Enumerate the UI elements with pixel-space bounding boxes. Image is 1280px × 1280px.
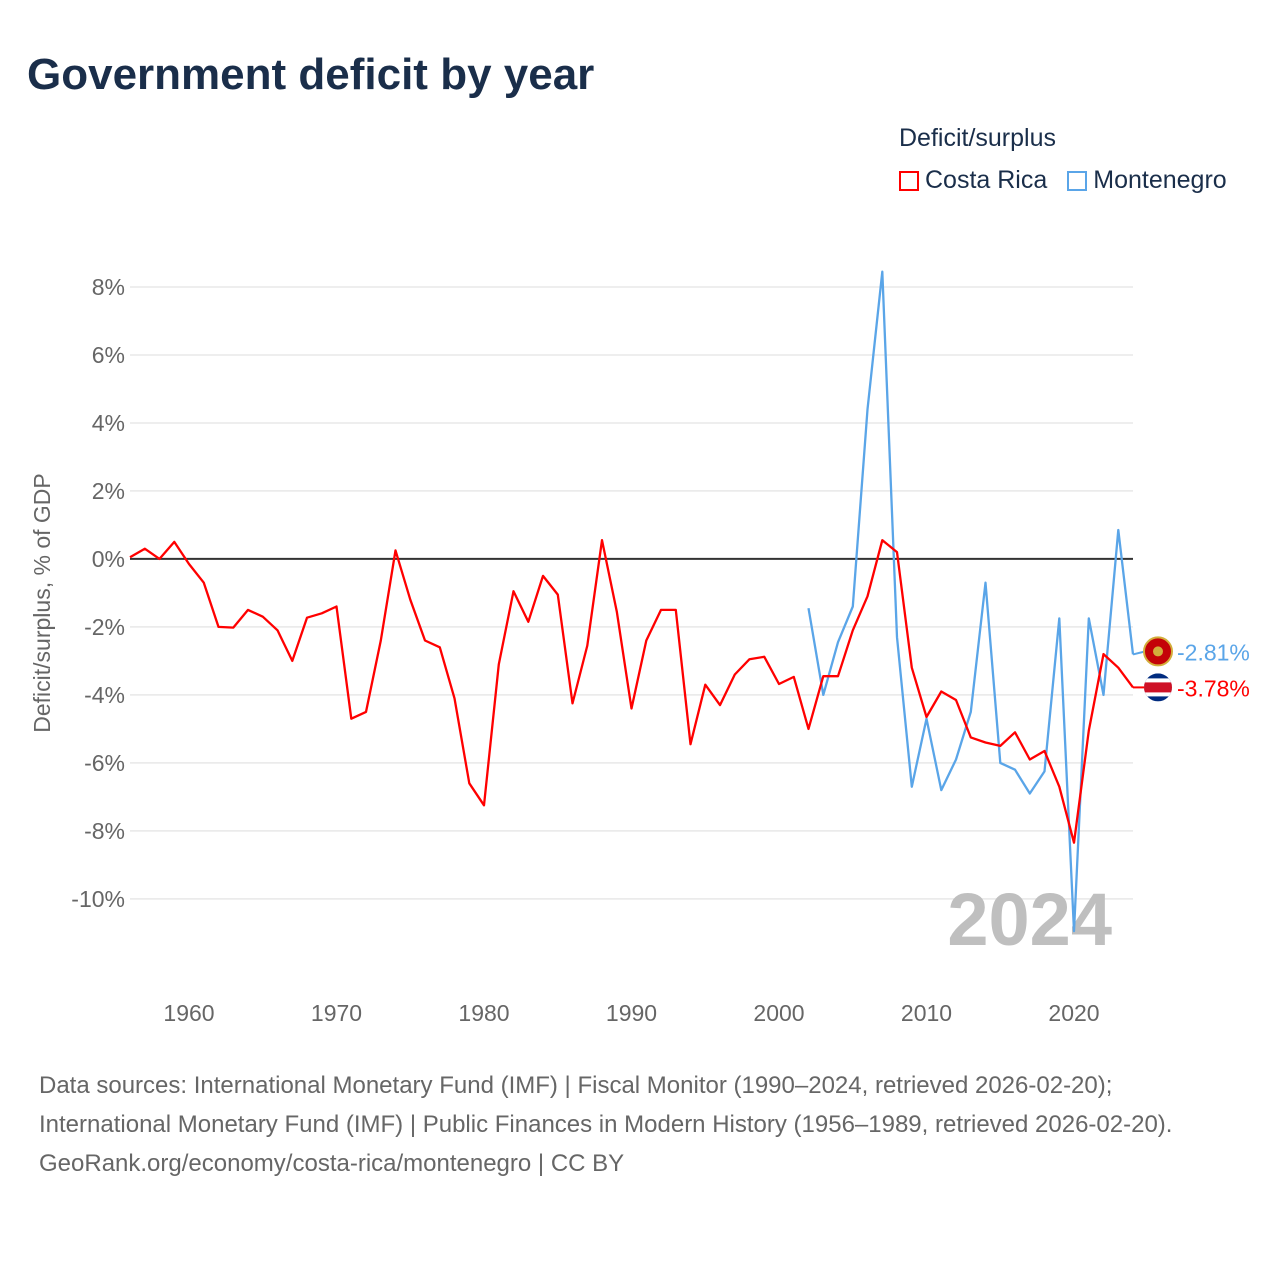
x-tick-label: 2010 <box>901 1000 952 1026</box>
flag-stripes <box>1144 673 1172 702</box>
y-tick-label: 8% <box>92 274 125 300</box>
connector-montenegro <box>1132 650 1146 656</box>
y-tick-label: 0% <box>92 546 125 572</box>
legend-swatch-montenegro <box>1067 170 1088 191</box>
watermark-year: 2024 <box>947 878 1112 961</box>
y-tick-label: 2% <box>92 478 125 504</box>
legend-item-montenegro[interactable]: Montenegro <box>1067 166 1227 195</box>
montenegro-flag-icon <box>1143 636 1173 667</box>
y-tick-label: 6% <box>92 342 125 368</box>
series-lines <box>129 270 1135 933</box>
credit-link[interactable]: GeoRank.org/economy/costa-rica/montenegr… <box>39 1150 625 1177</box>
y-tick-label: -8% <box>84 818 125 844</box>
costa-rica-flag-icon <box>1144 673 1172 702</box>
end-label-costa-rica: -3.78% <box>1177 675 1250 701</box>
x-axis-ticks: 1960 1970 1980 1990 2000 2010 2020 <box>163 1000 1099 1026</box>
legend-title: Deficit/surplus <box>899 124 1056 152</box>
legend: Costa Rica Montenegro <box>899 166 1227 195</box>
legend-item-costa-rica[interactable]: Costa Rica <box>899 166 1047 195</box>
y-tick-label: 4% <box>92 410 125 436</box>
y-tick-label: -10% <box>71 886 125 912</box>
series-line-montenegro <box>807 270 1135 933</box>
chart-title: Government deficit by year <box>27 50 595 99</box>
y-tick-label: -6% <box>84 750 125 776</box>
end-label-montenegro: -2.81% <box>1177 639 1250 665</box>
x-tick-label: 1970 <box>311 1000 362 1026</box>
x-tick-label: 2000 <box>753 1000 804 1026</box>
x-tick-label: 1960 <box>163 1000 214 1026</box>
flag-red <box>1144 682 1172 693</box>
series-line-costa-rica <box>129 539 1134 844</box>
y-axis-label: Deficit/surplus, % of GDP <box>29 473 55 732</box>
legend-swatch-costa-rica <box>899 170 919 191</box>
flag-emblem <box>1153 646 1163 657</box>
gridlines <box>130 286 1133 900</box>
y-axis-ticks: 8% 6% 4% 2% 0% -2% -4% -6% -8% -10% <box>71 274 125 912</box>
y-tick-label: -2% <box>84 614 125 640</box>
x-tick-label: 1990 <box>606 1000 657 1026</box>
footer: Data sources: International Monetary Fun… <box>39 1066 1239 1183</box>
end-labels: -2.81% -3.78% <box>1132 636 1250 702</box>
legend-label: Costa Rica <box>925 166 1048 194</box>
x-tick-label: 2020 <box>1048 1000 1099 1026</box>
legend-label: Montenegro <box>1093 166 1227 194</box>
data-sources: Data sources: International Monetary Fun… <box>39 1072 1173 1138</box>
x-tick-label: 1980 <box>458 1000 509 1026</box>
y-tick-label: -4% <box>84 682 125 708</box>
